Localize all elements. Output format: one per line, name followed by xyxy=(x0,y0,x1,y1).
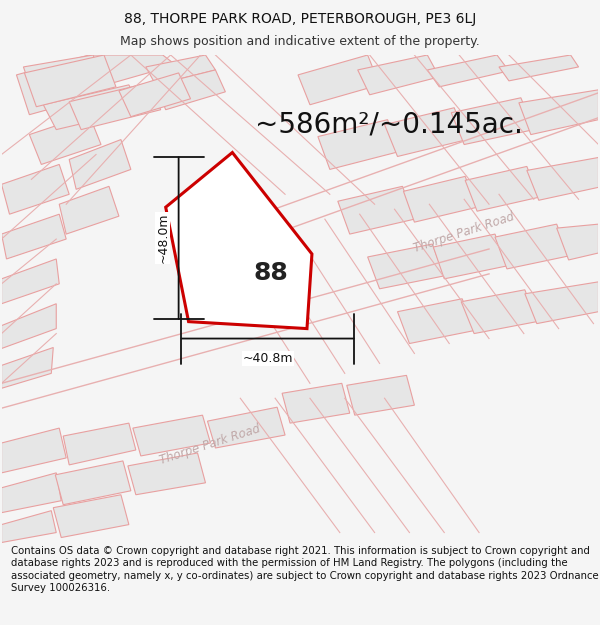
Polygon shape xyxy=(347,376,415,415)
Polygon shape xyxy=(119,73,191,117)
Polygon shape xyxy=(55,461,131,505)
Polygon shape xyxy=(403,176,477,222)
Polygon shape xyxy=(368,244,444,289)
Polygon shape xyxy=(398,299,474,344)
Text: 88, THORPE PARK ROAD, PETERBOROUGH, PE3 6LJ: 88, THORPE PARK ROAD, PETERBOROUGH, PE3 … xyxy=(124,12,476,26)
Polygon shape xyxy=(69,83,161,129)
Polygon shape xyxy=(91,55,176,85)
Polygon shape xyxy=(2,473,61,512)
Polygon shape xyxy=(461,290,537,334)
Polygon shape xyxy=(166,152,312,329)
Polygon shape xyxy=(29,115,101,164)
Polygon shape xyxy=(2,164,69,214)
Text: ~40.8m: ~40.8m xyxy=(242,352,293,365)
Polygon shape xyxy=(2,348,53,388)
Text: 88: 88 xyxy=(254,261,289,284)
Polygon shape xyxy=(146,55,215,85)
Polygon shape xyxy=(525,282,598,324)
Polygon shape xyxy=(318,119,400,169)
Polygon shape xyxy=(282,383,350,423)
Polygon shape xyxy=(527,158,598,200)
Polygon shape xyxy=(208,408,285,448)
Text: ~586m²/~0.145ac.: ~586m²/~0.145ac. xyxy=(255,111,523,139)
Polygon shape xyxy=(465,166,539,211)
Polygon shape xyxy=(133,415,211,456)
Polygon shape xyxy=(2,511,56,542)
Polygon shape xyxy=(557,224,598,260)
Polygon shape xyxy=(63,423,136,465)
Text: Map shows position and indicative extent of the property.: Map shows position and indicative extent… xyxy=(120,35,480,48)
Polygon shape xyxy=(427,55,509,87)
Polygon shape xyxy=(298,55,380,105)
Polygon shape xyxy=(128,453,205,495)
Polygon shape xyxy=(519,90,598,134)
Polygon shape xyxy=(16,55,101,115)
Polygon shape xyxy=(495,224,569,269)
Polygon shape xyxy=(451,98,534,144)
Polygon shape xyxy=(156,70,226,110)
Text: ~48.0m: ~48.0m xyxy=(156,213,169,263)
Text: Thorpe Park Road: Thorpe Park Road xyxy=(158,422,262,468)
Polygon shape xyxy=(23,55,101,90)
Polygon shape xyxy=(499,55,578,81)
Text: Contains OS data © Crown copyright and database right 2021. This information is : Contains OS data © Crown copyright and d… xyxy=(11,546,598,593)
Polygon shape xyxy=(338,186,415,234)
Polygon shape xyxy=(25,55,116,107)
Polygon shape xyxy=(358,55,439,95)
Polygon shape xyxy=(69,139,131,189)
Polygon shape xyxy=(2,428,66,473)
Polygon shape xyxy=(2,214,66,259)
Polygon shape xyxy=(59,186,119,234)
Polygon shape xyxy=(2,304,56,349)
Polygon shape xyxy=(53,495,129,538)
Text: Thorpe Park Road: Thorpe Park Road xyxy=(412,209,516,254)
Polygon shape xyxy=(433,234,507,279)
Polygon shape xyxy=(385,107,467,156)
Polygon shape xyxy=(43,85,141,129)
Polygon shape xyxy=(2,259,59,304)
